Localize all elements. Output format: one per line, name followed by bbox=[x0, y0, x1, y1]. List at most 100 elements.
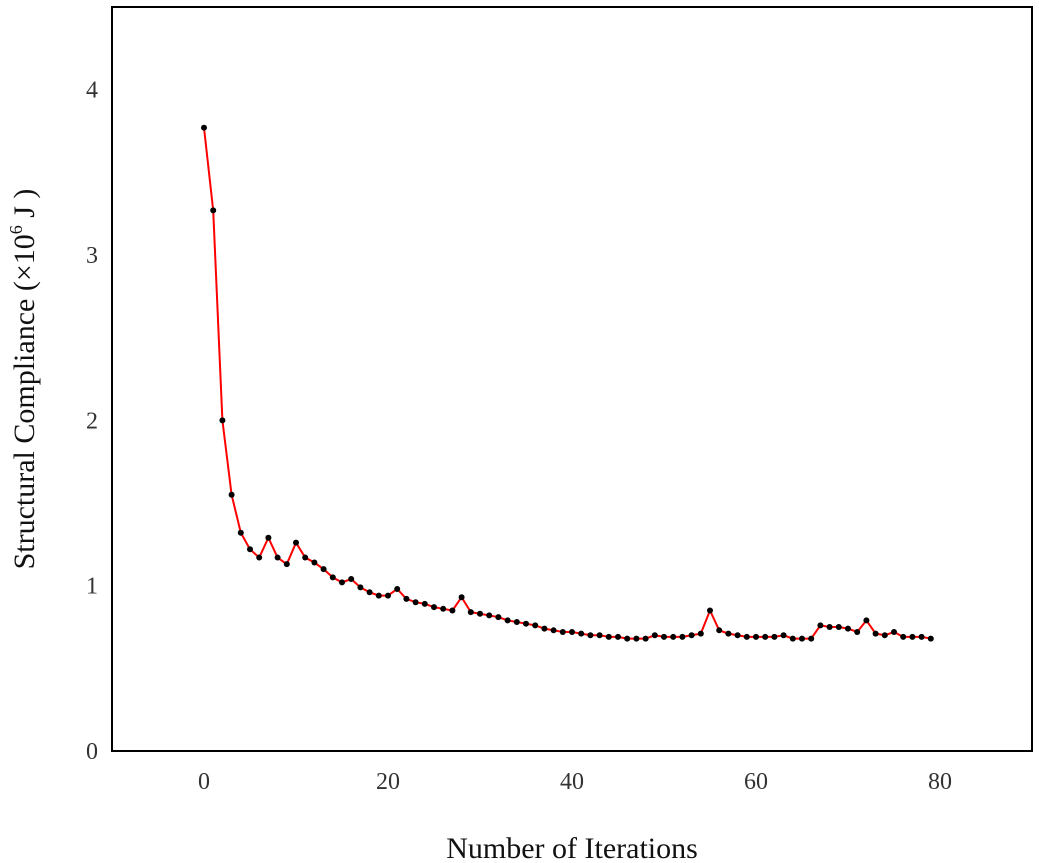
x-axis-ticks: 0 20 40 60 80 bbox=[198, 769, 952, 795]
data-point bbox=[743, 633, 750, 640]
x-axis-label: Number of Iterations bbox=[446, 832, 698, 863]
data-point bbox=[283, 561, 290, 568]
data-point bbox=[716, 627, 723, 634]
data-point bbox=[477, 610, 483, 617]
x-tick-label: 20 bbox=[376, 769, 400, 795]
data-point bbox=[210, 207, 217, 214]
data-point bbox=[799, 635, 805, 642]
y-tick-label: 1 bbox=[86, 574, 98, 600]
y-axis-label-unit: J ) bbox=[8, 189, 41, 226]
data-point bbox=[909, 633, 916, 640]
data-point bbox=[587, 632, 594, 639]
data-point bbox=[532, 622, 539, 629]
data-point bbox=[872, 630, 879, 637]
data-point bbox=[219, 417, 226, 424]
data-point bbox=[725, 630, 732, 637]
y-axis-label: Structural Compliance (×106 J ) bbox=[6, 189, 41, 570]
data-point bbox=[863, 617, 870, 624]
data-point bbox=[274, 554, 281, 561]
data-point bbox=[771, 633, 778, 640]
data-point bbox=[569, 628, 575, 635]
x-tick-label: 40 bbox=[560, 769, 584, 795]
data-point bbox=[881, 632, 888, 639]
x-tick-label: 80 bbox=[928, 769, 952, 795]
data-point bbox=[845, 625, 851, 632]
y-tick-label: 4 bbox=[86, 78, 98, 104]
data-point bbox=[247, 546, 253, 553]
plot-frame bbox=[111, 6, 1033, 752]
y-tick-label: 3 bbox=[86, 243, 98, 269]
data-point bbox=[329, 574, 336, 581]
data-point bbox=[835, 624, 842, 630]
data-point bbox=[495, 614, 502, 621]
data-point bbox=[541, 625, 548, 632]
x-tick-label: 0 bbox=[198, 769, 210, 795]
data-point bbox=[385, 592, 391, 599]
data-point bbox=[753, 633, 759, 640]
data-point bbox=[559, 628, 566, 635]
data-point bbox=[201, 124, 207, 131]
x-tick-label: 60 bbox=[744, 769, 768, 795]
data-point bbox=[762, 633, 769, 640]
data-point bbox=[596, 632, 603, 639]
data-point bbox=[302, 554, 309, 561]
data-point bbox=[679, 633, 686, 640]
series-markers bbox=[201, 124, 934, 642]
data-point bbox=[256, 554, 263, 561]
data-point bbox=[688, 632, 695, 639]
data-point bbox=[854, 628, 861, 635]
data-point bbox=[578, 630, 585, 637]
data-point bbox=[403, 595, 410, 602]
data-point bbox=[486, 612, 493, 619]
y-axis-label-exponent: 6 bbox=[6, 225, 26, 234]
data-point bbox=[697, 630, 704, 637]
data-point bbox=[339, 579, 345, 586]
data-point bbox=[605, 633, 612, 640]
data-point bbox=[348, 576, 355, 583]
data-point bbox=[458, 594, 465, 601]
data-point bbox=[237, 529, 244, 536]
data-point bbox=[504, 617, 511, 624]
data-point bbox=[394, 585, 401, 592]
data-point bbox=[357, 584, 364, 591]
data-point bbox=[228, 491, 235, 498]
data-point bbox=[927, 635, 934, 642]
data-point bbox=[661, 633, 667, 640]
data-point bbox=[449, 607, 456, 614]
y-tick-label: 2 bbox=[86, 408, 98, 434]
data-point bbox=[670, 633, 677, 640]
data-point bbox=[293, 539, 299, 546]
y-axis-ticks: 0 1 2 3 4 bbox=[86, 78, 98, 765]
data-point bbox=[366, 589, 373, 596]
data-point bbox=[624, 635, 631, 642]
data-point bbox=[440, 605, 447, 612]
data-point bbox=[513, 619, 520, 626]
data-point bbox=[550, 627, 557, 634]
data-point bbox=[817, 622, 824, 629]
data-point bbox=[780, 632, 787, 639]
y-axis-label-main: Structural Compliance (×10 bbox=[8, 234, 41, 569]
data-point bbox=[707, 607, 713, 614]
data-point bbox=[311, 559, 318, 566]
data-point bbox=[412, 599, 419, 606]
data-point bbox=[651, 632, 658, 639]
data-point bbox=[826, 624, 833, 630]
data-point bbox=[265, 534, 272, 541]
data-point bbox=[320, 566, 327, 573]
data-point bbox=[421, 600, 428, 607]
data-point bbox=[900, 633, 907, 640]
data-point bbox=[918, 633, 925, 640]
data-point bbox=[808, 635, 815, 642]
data-point bbox=[734, 632, 741, 639]
data-point bbox=[789, 635, 796, 642]
data-point bbox=[523, 620, 529, 627]
data-point bbox=[467, 609, 474, 616]
data-point bbox=[431, 604, 437, 611]
data-point bbox=[642, 635, 649, 642]
data-point bbox=[615, 633, 621, 640]
data-point bbox=[375, 592, 382, 599]
data-point bbox=[891, 628, 897, 635]
data-point bbox=[633, 635, 640, 642]
y-tick-label: 0 bbox=[86, 739, 98, 765]
